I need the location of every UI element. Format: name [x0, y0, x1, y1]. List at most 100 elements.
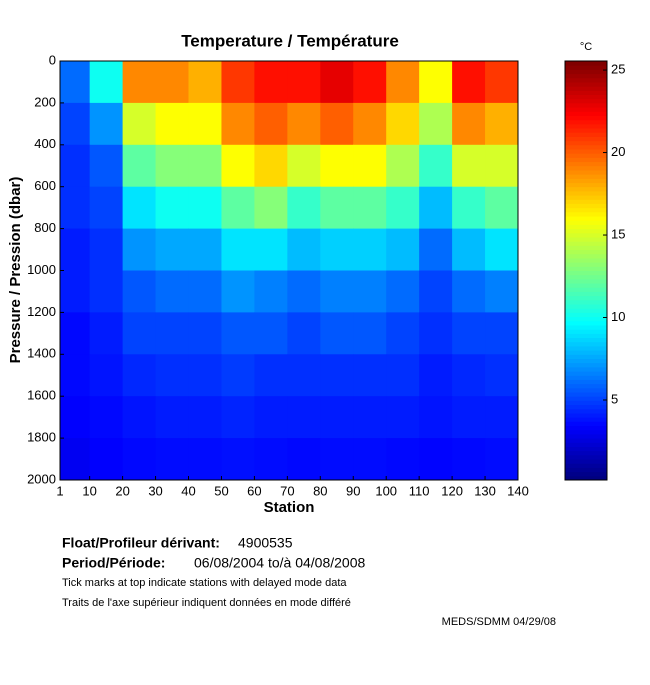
colorbar-frame [564, 60, 608, 481]
colorbar-swatch [565, 378, 607, 385]
heat-cell [254, 61, 288, 104]
heat-cell [221, 228, 255, 271]
heat-cell [254, 396, 288, 439]
note-en: Tick marks at top indicate stations with… [62, 577, 347, 589]
heat-cell [155, 186, 190, 230]
heat-cell [60, 270, 91, 313]
y-axis-label: Pressure / Pression (dbar) [7, 177, 24, 364]
colorbar-swatch [565, 374, 607, 380]
heat-cell [452, 144, 486, 188]
colorbar-swatch [565, 123, 607, 129]
colorbar-swatch [565, 316, 607, 322]
colorbar-swatch [565, 144, 607, 150]
colorbar-swatch [565, 349, 607, 355]
heat-cell [386, 354, 420, 397]
colorbar-swatch [565, 383, 607, 389]
heat-cell [353, 396, 387, 439]
colorbar-swatch [565, 73, 607, 79]
heat-cell [353, 354, 387, 397]
float-label: Float/Profileur dérivant: [62, 535, 220, 551]
colorbar-swatch [565, 412, 607, 418]
colorbar-swatch [565, 290, 607, 297]
colorbar-swatch [565, 182, 607, 188]
heat-cell [419, 270, 453, 313]
colorbar-swatch [565, 425, 607, 431]
colorbar-swatch [565, 299, 607, 305]
colorbar-swatch [565, 370, 607, 376]
y-tick-label: 1200 [27, 304, 56, 319]
y-tick-label: 600 [34, 178, 56, 193]
heat-cell [188, 396, 222, 439]
heat-cell [386, 228, 420, 271]
colorbar-swatch [565, 353, 607, 359]
heat-cell [320, 270, 354, 313]
heat-cell [155, 144, 190, 188]
y-tick-label: 1400 [27, 346, 56, 361]
x-tick-label: 120 [441, 483, 463, 498]
heat-cell [60, 438, 91, 481]
heat-cell [452, 228, 486, 271]
heat-cell [452, 61, 486, 104]
x-tick-label: 110 [409, 483, 430, 498]
heat-cell [155, 228, 190, 271]
colorbar-swatch [565, 261, 607, 267]
colorbar-swatch [565, 228, 607, 234]
colorbar-swatch [565, 198, 607, 204]
heat-cell [89, 438, 124, 481]
colorbar-swatch [565, 320, 607, 326]
heat-cell [452, 396, 486, 439]
x-tick-label: 90 [346, 483, 360, 498]
heat-cell [287, 186, 321, 230]
heat-cell [419, 396, 453, 439]
credit: MEDS/SDMM 04/29/08 [442, 616, 556, 628]
heat-cell [386, 270, 420, 313]
heat-cell [188, 228, 222, 271]
heat-cell [452, 438, 486, 481]
heat-cell [221, 354, 255, 397]
heat-cell [452, 270, 486, 313]
heat-cell [419, 61, 453, 104]
heat-cell [89, 61, 124, 104]
y-tick-label: 200 [34, 94, 56, 109]
heat-cell [320, 396, 354, 439]
heat-cell [155, 438, 190, 481]
colorbar-swatch [565, 311, 607, 318]
heat-cell [353, 438, 387, 481]
colorbar-swatch [565, 127, 607, 133]
colorbar-swatch [565, 89, 607, 96]
colorbar-swatch [565, 450, 607, 456]
colorbar-swatch [565, 454, 607, 460]
heat-cell [254, 270, 288, 313]
heat-cell [386, 312, 420, 355]
heat-cell [320, 186, 354, 230]
heat-cell [188, 61, 222, 104]
heat-cell [452, 354, 486, 397]
heat-cell [287, 354, 321, 397]
heat-cell [188, 354, 222, 397]
heat-cell [60, 61, 91, 104]
colorbar-swatch [565, 404, 607, 410]
heat-cell [386, 438, 420, 481]
heat-cell [254, 228, 288, 271]
heat-cell [419, 354, 453, 397]
heat-cell [60, 144, 91, 188]
colorbar-tick-label: 15 [611, 226, 625, 241]
heat-cell [122, 102, 157, 146]
heat-cell [122, 354, 157, 397]
colorbar-swatch [565, 416, 607, 422]
colorbar-swatch [565, 270, 607, 276]
heat-cell [353, 144, 387, 188]
heat-cell [155, 61, 190, 104]
colorbar-swatch [565, 173, 607, 179]
heat-cell [320, 228, 354, 271]
colorbar-swatch [565, 303, 607, 309]
heat-cell [320, 354, 354, 397]
colorbar-swatch [565, 119, 607, 125]
colorbar-swatch [565, 332, 607, 339]
heat-cell [386, 144, 420, 188]
colorbar-swatch [565, 475, 607, 481]
colorbar-swatch [565, 253, 607, 259]
y-tick-label: 1800 [27, 430, 56, 445]
colorbar-swatch [565, 307, 607, 313]
